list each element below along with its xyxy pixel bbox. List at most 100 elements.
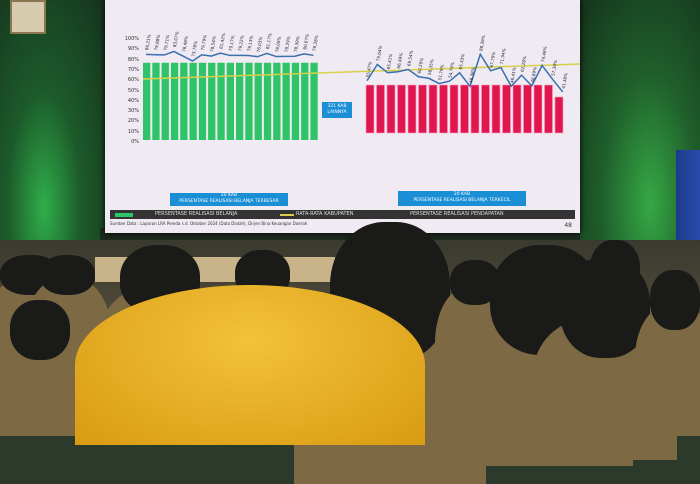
red-value-label: 74,48%	[540, 46, 548, 63]
legend-revenue: PERSENTASE REALISASI PENDAPATAN	[410, 211, 504, 217]
y-tick: 90%	[127, 46, 139, 53]
green-bar	[170, 62, 179, 140]
green-bar	[217, 62, 225, 140]
red-value-label: 88,39%	[478, 35, 486, 52]
red-bar	[481, 84, 490, 134]
green-bar	[245, 62, 253, 140]
y-tick: 50%	[127, 87, 139, 94]
green-bar	[282, 62, 290, 140]
red-value-label: 65,41%	[386, 53, 394, 70]
y-tick: 10%	[127, 128, 139, 135]
green-value-label: 79,79%	[200, 34, 208, 51]
y-tick: 0%	[131, 139, 139, 145]
green-value-label: 79,88%	[153, 34, 161, 51]
red-bar	[386, 84, 396, 134]
green-bar	[254, 62, 262, 140]
middle-tag-line1: 321 KAB	[327, 104, 347, 109]
green-value-label: 80,67%	[302, 33, 310, 50]
right-group-tag: 20 KAB PERSENTASE REALISASI BELANJA TERK…	[398, 191, 526, 206]
green-bar	[273, 62, 281, 140]
page-number: 48	[564, 222, 572, 229]
green-bar	[189, 62, 197, 140]
y-tick: 30%	[127, 108, 139, 115]
green-bar	[152, 62, 160, 140]
green-value-label: 78,39%	[293, 36, 301, 53]
red-value-label: 51,79%	[437, 64, 445, 81]
green-bar	[291, 62, 300, 140]
y-tick: 100%	[124, 36, 139, 42]
green-value-label: 78,03%	[256, 36, 264, 53]
red-bar	[533, 84, 543, 134]
red-bar	[449, 84, 459, 134]
red-bar	[428, 84, 438, 134]
red-bar	[407, 84, 417, 134]
green-value-label: 80,21%	[144, 34, 152, 51]
average-line	[142, 63, 580, 80]
red-value-label: 48,41%	[509, 67, 517, 84]
red-value-label: 67,79%	[489, 51, 497, 68]
green-bar	[161, 62, 169, 140]
green-value-label: 83,07%	[172, 31, 180, 48]
right-tag-line2: PERSENTASE REALISASI BELANJA TERKECIL	[413, 198, 511, 203]
yellow-chair	[75, 285, 425, 445]
red-value-label: 48,89%	[530, 66, 538, 83]
legend-bar: PERSENTASE REALISASI BELANJA RATA-RATA K…	[110, 210, 575, 219]
green-bar	[310, 62, 318, 140]
attendee-head	[40, 255, 95, 295]
y-tick: 70%	[127, 66, 139, 73]
legend-swatch-green	[115, 212, 133, 217]
red-value-label: 62,28%	[520, 56, 528, 73]
red-series-line	[366, 52, 564, 93]
red-bar	[470, 84, 480, 134]
middle-group-tag: 321 KAB LAINNYA	[322, 102, 352, 118]
red-bar	[460, 84, 469, 134]
red-value-label: 54,79%	[447, 62, 455, 79]
red-bar	[365, 84, 375, 134]
green-bar	[208, 62, 216, 140]
red-bar	[376, 84, 385, 134]
red-bar	[544, 84, 553, 134]
right-tag-line1: 20 KAB	[453, 192, 471, 197]
red-value-label: 55,47%	[365, 61, 373, 78]
green-series-line	[145, 50, 314, 62]
middle-tag-line2: LAINNYA	[327, 110, 347, 115]
red-value-label: 41,38%	[561, 72, 569, 89]
green-bar	[301, 62, 309, 140]
legend-spending: PERSENTASE REALISASI BELANJA	[155, 211, 238, 217]
projection-screen: 100% 90% 80% 70% 60% 50% 40% 30% 20% 10% 0% 80,21%…	[105, 0, 580, 233]
red-bar	[554, 96, 564, 134]
green-bar	[263, 62, 272, 140]
red-bar	[491, 84, 501, 134]
red-bar	[523, 84, 532, 134]
green-bar	[180, 62, 188, 140]
legend-swatch-average	[280, 213, 294, 216]
left-tag-line1: 20 KAB	[220, 193, 238, 198]
red-value-label: 48,38%	[468, 67, 476, 84]
red-bar	[439, 84, 448, 134]
left-tag-line2: PERSENTASE REALISASI BELANJA TERBESAR	[179, 199, 279, 204]
red-value-label: 69,54%	[406, 50, 414, 67]
legend-average: RATA-RATA KABUPATEN	[296, 211, 354, 217]
red-bar	[418, 84, 427, 134]
red-value-label: 57,39%	[550, 60, 558, 77]
green-value-label: 81,17%	[265, 33, 273, 50]
green-value-label: 78,29%	[284, 36, 292, 53]
green-value-label: 78,09%	[274, 36, 282, 53]
left-group-tag: 20 KAB PERSENTASE REALISASI BELANJA TERB…	[170, 193, 288, 206]
green-value-label: 79,13%	[246, 35, 254, 52]
y-tick: 60%	[127, 77, 139, 84]
red-value-label: 60,29%	[417, 57, 425, 74]
green-bar	[226, 62, 234, 140]
red-value-label: 65,33%	[458, 53, 466, 70]
green-value-label: 79,71%	[163, 34, 171, 51]
y-tick: 20%	[127, 118, 139, 125]
realization-chart: 80,21% 79,88% 79,71% 83,07% 78,48% 73,78% 79,7…	[142, 31, 580, 140]
green-value-label: 73,78%	[191, 41, 199, 58]
red-bar	[397, 84, 406, 134]
red-bar	[512, 84, 522, 134]
attendee-head	[650, 270, 700, 330]
green-bar	[236, 62, 244, 140]
green-bar	[143, 62, 151, 140]
green-value-label: 79,22%	[237, 35, 245, 52]
red-value-label: 75,64%	[375, 45, 383, 62]
